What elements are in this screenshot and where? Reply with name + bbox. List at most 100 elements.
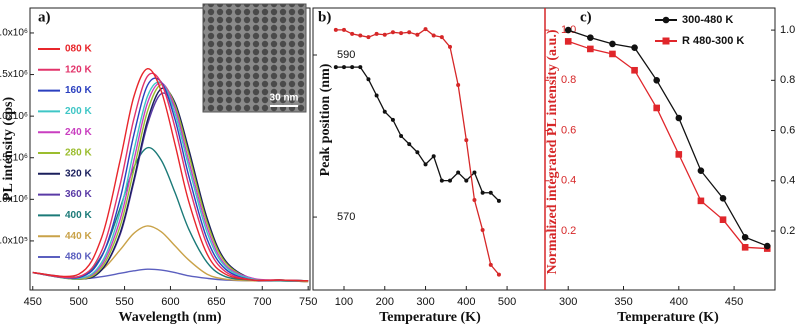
marker: [631, 44, 638, 51]
marker: [496, 198, 501, 203]
marker: [366, 35, 371, 40]
marker: [439, 178, 444, 183]
marker: [447, 44, 452, 49]
marker: [741, 233, 749, 241]
marker: [447, 178, 452, 183]
legend-label: 080 K: [65, 44, 92, 55]
marker: [480, 190, 485, 195]
marker: [350, 65, 355, 70]
marker: [431, 33, 436, 38]
y-tick-label: 1.0: [780, 24, 795, 36]
marker: [496, 272, 501, 277]
marker: [415, 32, 420, 37]
y-tick-label: 1.0x10⁶: [0, 194, 28, 205]
marker: [719, 216, 727, 223]
marker: [719, 195, 727, 202]
legend-label: 400 K: [65, 210, 92, 221]
x-tick-label: 750: [299, 296, 317, 308]
marker: [415, 150, 420, 155]
marker: [472, 198, 477, 203]
marker: [374, 93, 379, 98]
y-tick-label: 5.0x10⁵: [0, 236, 28, 247]
y-tick-label: 0.2: [780, 225, 795, 237]
marker: [763, 242, 771, 250]
x-tick-label: 500: [498, 296, 516, 308]
panel-label: c): [580, 9, 592, 25]
y-tick-label: 2.0x10⁶: [0, 111, 28, 122]
x-axis-label: Temperature (K): [379, 310, 481, 325]
y-tick-label: 1.5x10⁶: [0, 152, 28, 163]
x-tick-label: 500: [69, 296, 87, 308]
y-tick-label: 0.4: [561, 175, 576, 187]
legend-label: 160 K: [65, 85, 92, 96]
series-line: [568, 40, 768, 250]
marker: [456, 170, 461, 175]
marker: [341, 65, 346, 70]
legend-marker: [662, 37, 670, 45]
y-axis-label: PL intensity (cps): [1, 97, 16, 202]
y-tick-label: 0.6: [780, 124, 795, 136]
x-tick-label: 300: [416, 296, 434, 308]
legend-label: 360 K: [65, 189, 92, 200]
marker: [382, 32, 387, 37]
marker: [423, 27, 428, 32]
marker: [609, 40, 616, 48]
marker: [407, 142, 412, 147]
marker: [333, 65, 338, 70]
marker: [374, 31, 379, 36]
marker: [488, 190, 493, 195]
marker: [631, 66, 638, 74]
scale-label: 30 nm: [270, 93, 299, 104]
marker: [358, 33, 363, 38]
marker: [350, 31, 355, 36]
marker: [399, 134, 404, 139]
marker: [341, 27, 346, 32]
legend-label: 240 K: [65, 127, 92, 138]
x-tick-label: 200: [376, 296, 394, 308]
marker: [697, 167, 705, 175]
marker: [464, 178, 469, 183]
x-tick-label: 600: [161, 296, 179, 308]
y-tick-label: 0.6: [561, 124, 576, 136]
y-tick-label: 2.5x10⁶: [0, 69, 28, 80]
marker: [653, 104, 660, 112]
marker: [564, 38, 572, 45]
x-tick-label: 700: [253, 296, 271, 308]
marker: [431, 154, 436, 159]
marker: [741, 244, 749, 251]
legend-label: R 480-300 K: [682, 35, 744, 47]
x-axis-label: Temperature (K): [617, 310, 719, 325]
panel-label: b): [318, 9, 331, 25]
marker: [366, 77, 371, 82]
legend-label: 480 K: [65, 252, 92, 263]
series-line: [32, 68, 309, 282]
marker: [697, 197, 705, 205]
marker: [587, 34, 594, 41]
y-tick-label: 590: [337, 49, 355, 61]
marker: [653, 77, 660, 84]
marker: [407, 30, 412, 35]
marker: [390, 117, 395, 122]
marker: [488, 262, 493, 267]
marker: [358, 65, 363, 70]
y-tick-label: 0.4: [780, 175, 795, 187]
y-tick-label: 0.2: [561, 225, 576, 237]
marker: [587, 45, 594, 53]
x-tick-label: 450: [725, 296, 743, 308]
legend-label: 440 K: [65, 231, 92, 242]
x-tick-label: 650: [207, 296, 225, 308]
x-tick-label: 350: [614, 296, 632, 308]
y-tick-label: 570: [337, 211, 355, 223]
marker: [456, 82, 461, 87]
x-tick-label: 400: [670, 296, 688, 308]
x-tick-label: 300: [559, 296, 577, 308]
y-tick-label: 0.8: [561, 74, 576, 86]
marker: [333, 27, 338, 32]
marker: [480, 228, 485, 233]
y-tick-label: 3.0x10⁶: [0, 28, 28, 39]
y-axis-label: Normalized integrated PL intensity (a.u.…: [545, 29, 560, 274]
marker: [564, 26, 572, 34]
panel-bc-frame: [312, 7, 776, 291]
legend-label: 280 K: [65, 148, 92, 159]
y-tick-label: 0.8: [780, 74, 795, 86]
